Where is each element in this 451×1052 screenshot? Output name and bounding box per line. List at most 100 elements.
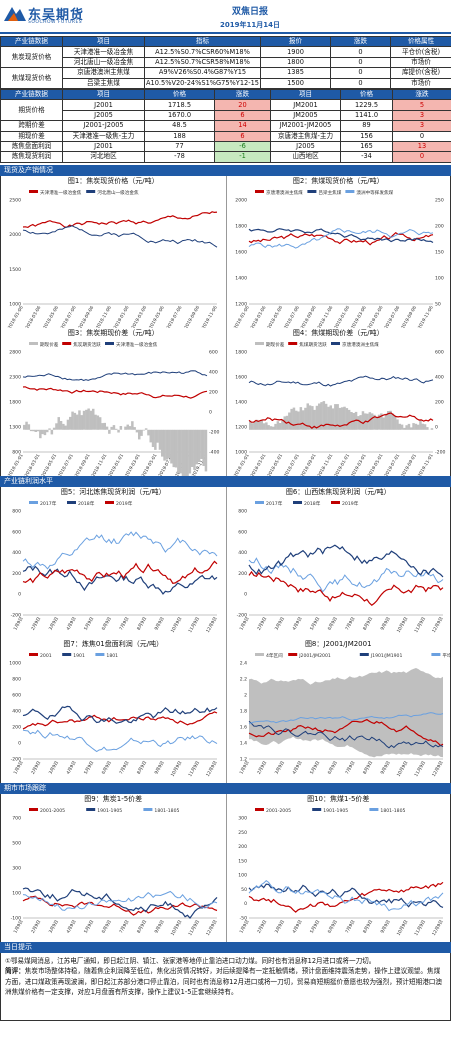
y2-tick-label: 250 [435, 197, 444, 203]
spread-bar [193, 429, 196, 470]
spot-row: 吕梁主焦煤 A10.5%V20-24%S1%G75%Y12-15 1500 0 市场价 [1, 77, 451, 89]
y-tick-label: 2 [244, 692, 247, 698]
spread-bar [345, 407, 348, 430]
spread-bar [354, 411, 357, 430]
y2-tick-label: 400 [209, 369, 218, 375]
chart-title: 图4：焦煤期现价差（元/吨） [292, 328, 384, 337]
spread-bar [266, 424, 270, 430]
y-tick-label: 600 [12, 529, 21, 535]
x-tick-label: 3月9日 [48, 616, 60, 631]
y-tick-label: 300 [238, 815, 247, 821]
chart-row: 图7：炼焦01盘面利润（元/吨） 2001 1901 1801 1000 800 600 40… [0, 638, 451, 783]
chart-cell-c9: 图9：焦炭1-5价差 2001-2005 1901-1905 1801-1805 700… [1, 794, 226, 942]
y2-tick-label: 100 [435, 275, 444, 281]
spread-bar [147, 429, 150, 436]
futures-row-label: 跨期价差 [0, 120, 63, 132]
spread-bar [154, 429, 157, 450]
legend-label: 澳洲中等挥发焦煤 [356, 189, 393, 196]
spread-bar [421, 423, 424, 430]
futures-cell-c3: 20 [214, 99, 271, 111]
spot-cell-spec: A10.5%V20-24%S1%G75%Y12-15 [144, 77, 261, 89]
spread-bar [144, 427, 148, 430]
y-tick-label: 800 [238, 508, 247, 514]
x-tick-label: 8月9日 [361, 616, 373, 631]
chart-title: 图9：焦炭1-5价差 [84, 794, 143, 803]
futures-cell-c2: 188 [144, 130, 215, 142]
spread-bar [315, 405, 318, 430]
chart-title: 图8：J2001/JM2001 [304, 639, 372, 648]
y-tick-label: 1200 [235, 301, 247, 307]
series-line [22, 710, 218, 730]
legend-swatch [254, 807, 264, 811]
spot-header-cell: 项目 [62, 35, 145, 48]
y2-tick-label: -400 [209, 449, 220, 455]
futures-header-cell: 项目 [270, 88, 341, 101]
spread-bar [80, 414, 83, 430]
x-tick-label: 7月9日 [118, 919, 130, 934]
spread-bar [402, 427, 406, 430]
spread-bar [361, 410, 364, 430]
chart-cell-c3: 图3：焦炭期现价差（元/吨） 期现价差 焦炭期货活跃 天津港准一级冶金焦 2800 230… [1, 328, 226, 480]
x-tick-label: 4月9日 [65, 616, 77, 631]
x-tick-label: 12月9日 [430, 760, 444, 778]
spread-bar [423, 423, 426, 430]
y-tick-label: 0 [244, 591, 247, 597]
x-tick-label: 3月9日 [48, 760, 60, 775]
legend-label: 2018年 [78, 500, 95, 507]
futures-cell-c1: J2001 [62, 99, 145, 111]
futures-header-cell: 产业链数据 [0, 88, 63, 101]
x-tick-label: 8月9日 [136, 616, 148, 631]
spread-bar [409, 427, 412, 430]
spot-cell-attr: 平仓价(含税) [390, 46, 451, 58]
y-tick-label: 200 [12, 724, 21, 730]
report-header: 东吴期货 SOOCHOW FUTURES 双焦日报 2019年11月14日 [0, 0, 451, 34]
legend-swatch [62, 652, 72, 656]
x-tick-label: 2019-03-06 [349, 305, 367, 328]
range-band [248, 667, 443, 758]
legend-label: 期现价差 [266, 341, 285, 348]
chart-title: 图6：山西炼焦现货利润（元/吨） [285, 487, 391, 496]
spread-bar [411, 422, 415, 430]
x-tick-label: 2019-09-06 [400, 305, 418, 328]
spread-bar [105, 426, 109, 430]
y2-tick-label: 400 [435, 374, 444, 380]
spread-bar [391, 413, 394, 430]
x-tick-label: 6月9日 [101, 616, 113, 631]
spot-cell-chg: 0 [330, 46, 391, 58]
chart-legend: 2017年 2018年 2019年 [254, 500, 358, 507]
futures-cell-c2: 1718.5 [144, 99, 215, 111]
x-tick-label: 2018-09-01 [299, 453, 317, 476]
legend-label: 2001 [40, 653, 52, 659]
x-tick-label: 2018-09-01 [74, 453, 92, 476]
legend-swatch [95, 652, 105, 656]
y-tick-label: 1400 [235, 275, 247, 281]
series-line [22, 369, 208, 381]
spread-bar [188, 429, 192, 474]
legend-label: J2001/JM2001 [298, 653, 331, 659]
x-tick-label: 12月9日 [205, 760, 219, 778]
futures-cell-c4: JM2001-JM2005 [270, 120, 341, 132]
spread-bar [161, 429, 164, 457]
x-tick-label: 2018-01-01 [232, 453, 250, 476]
x-tick-label: 2019-01-06 [333, 305, 351, 328]
x-tick-label: 2019-07-06 [383, 305, 401, 328]
chart-legend: 4年区间 J2001/JM2001 J1901/JM1901 平均值 [254, 652, 451, 659]
x-tick-label: 2月9日 [255, 919, 267, 934]
futures-cell-c6: 13 [392, 140, 451, 153]
chart-legend: 天津港准一级冶金焦 河北唐山一级冶金焦 [29, 189, 139, 196]
spread-bar [329, 405, 332, 430]
futures-cell-c3: 6 [214, 109, 271, 122]
futures-cell-c4: JM2005 [270, 109, 341, 122]
x-tick-label: 7月9日 [344, 760, 356, 775]
x-tick-label: 10月9日 [395, 760, 409, 778]
spread-bar [257, 420, 261, 430]
spread-bar [85, 409, 88, 430]
x-tick-label: 10月9日 [170, 919, 184, 937]
x-tick-label: 3月9日 [273, 760, 285, 775]
y-tick-label: 600 [238, 529, 247, 535]
x-tick-label: 12月9日 [205, 616, 219, 634]
x-tick-label: 4月9日 [291, 616, 303, 631]
spot-price-table: 产业链数据 项目 指标 报价 涨跌 价格属性 焦炭现货价格 天津港准一级冶金焦 A12.5%S… [0, 35, 451, 89]
